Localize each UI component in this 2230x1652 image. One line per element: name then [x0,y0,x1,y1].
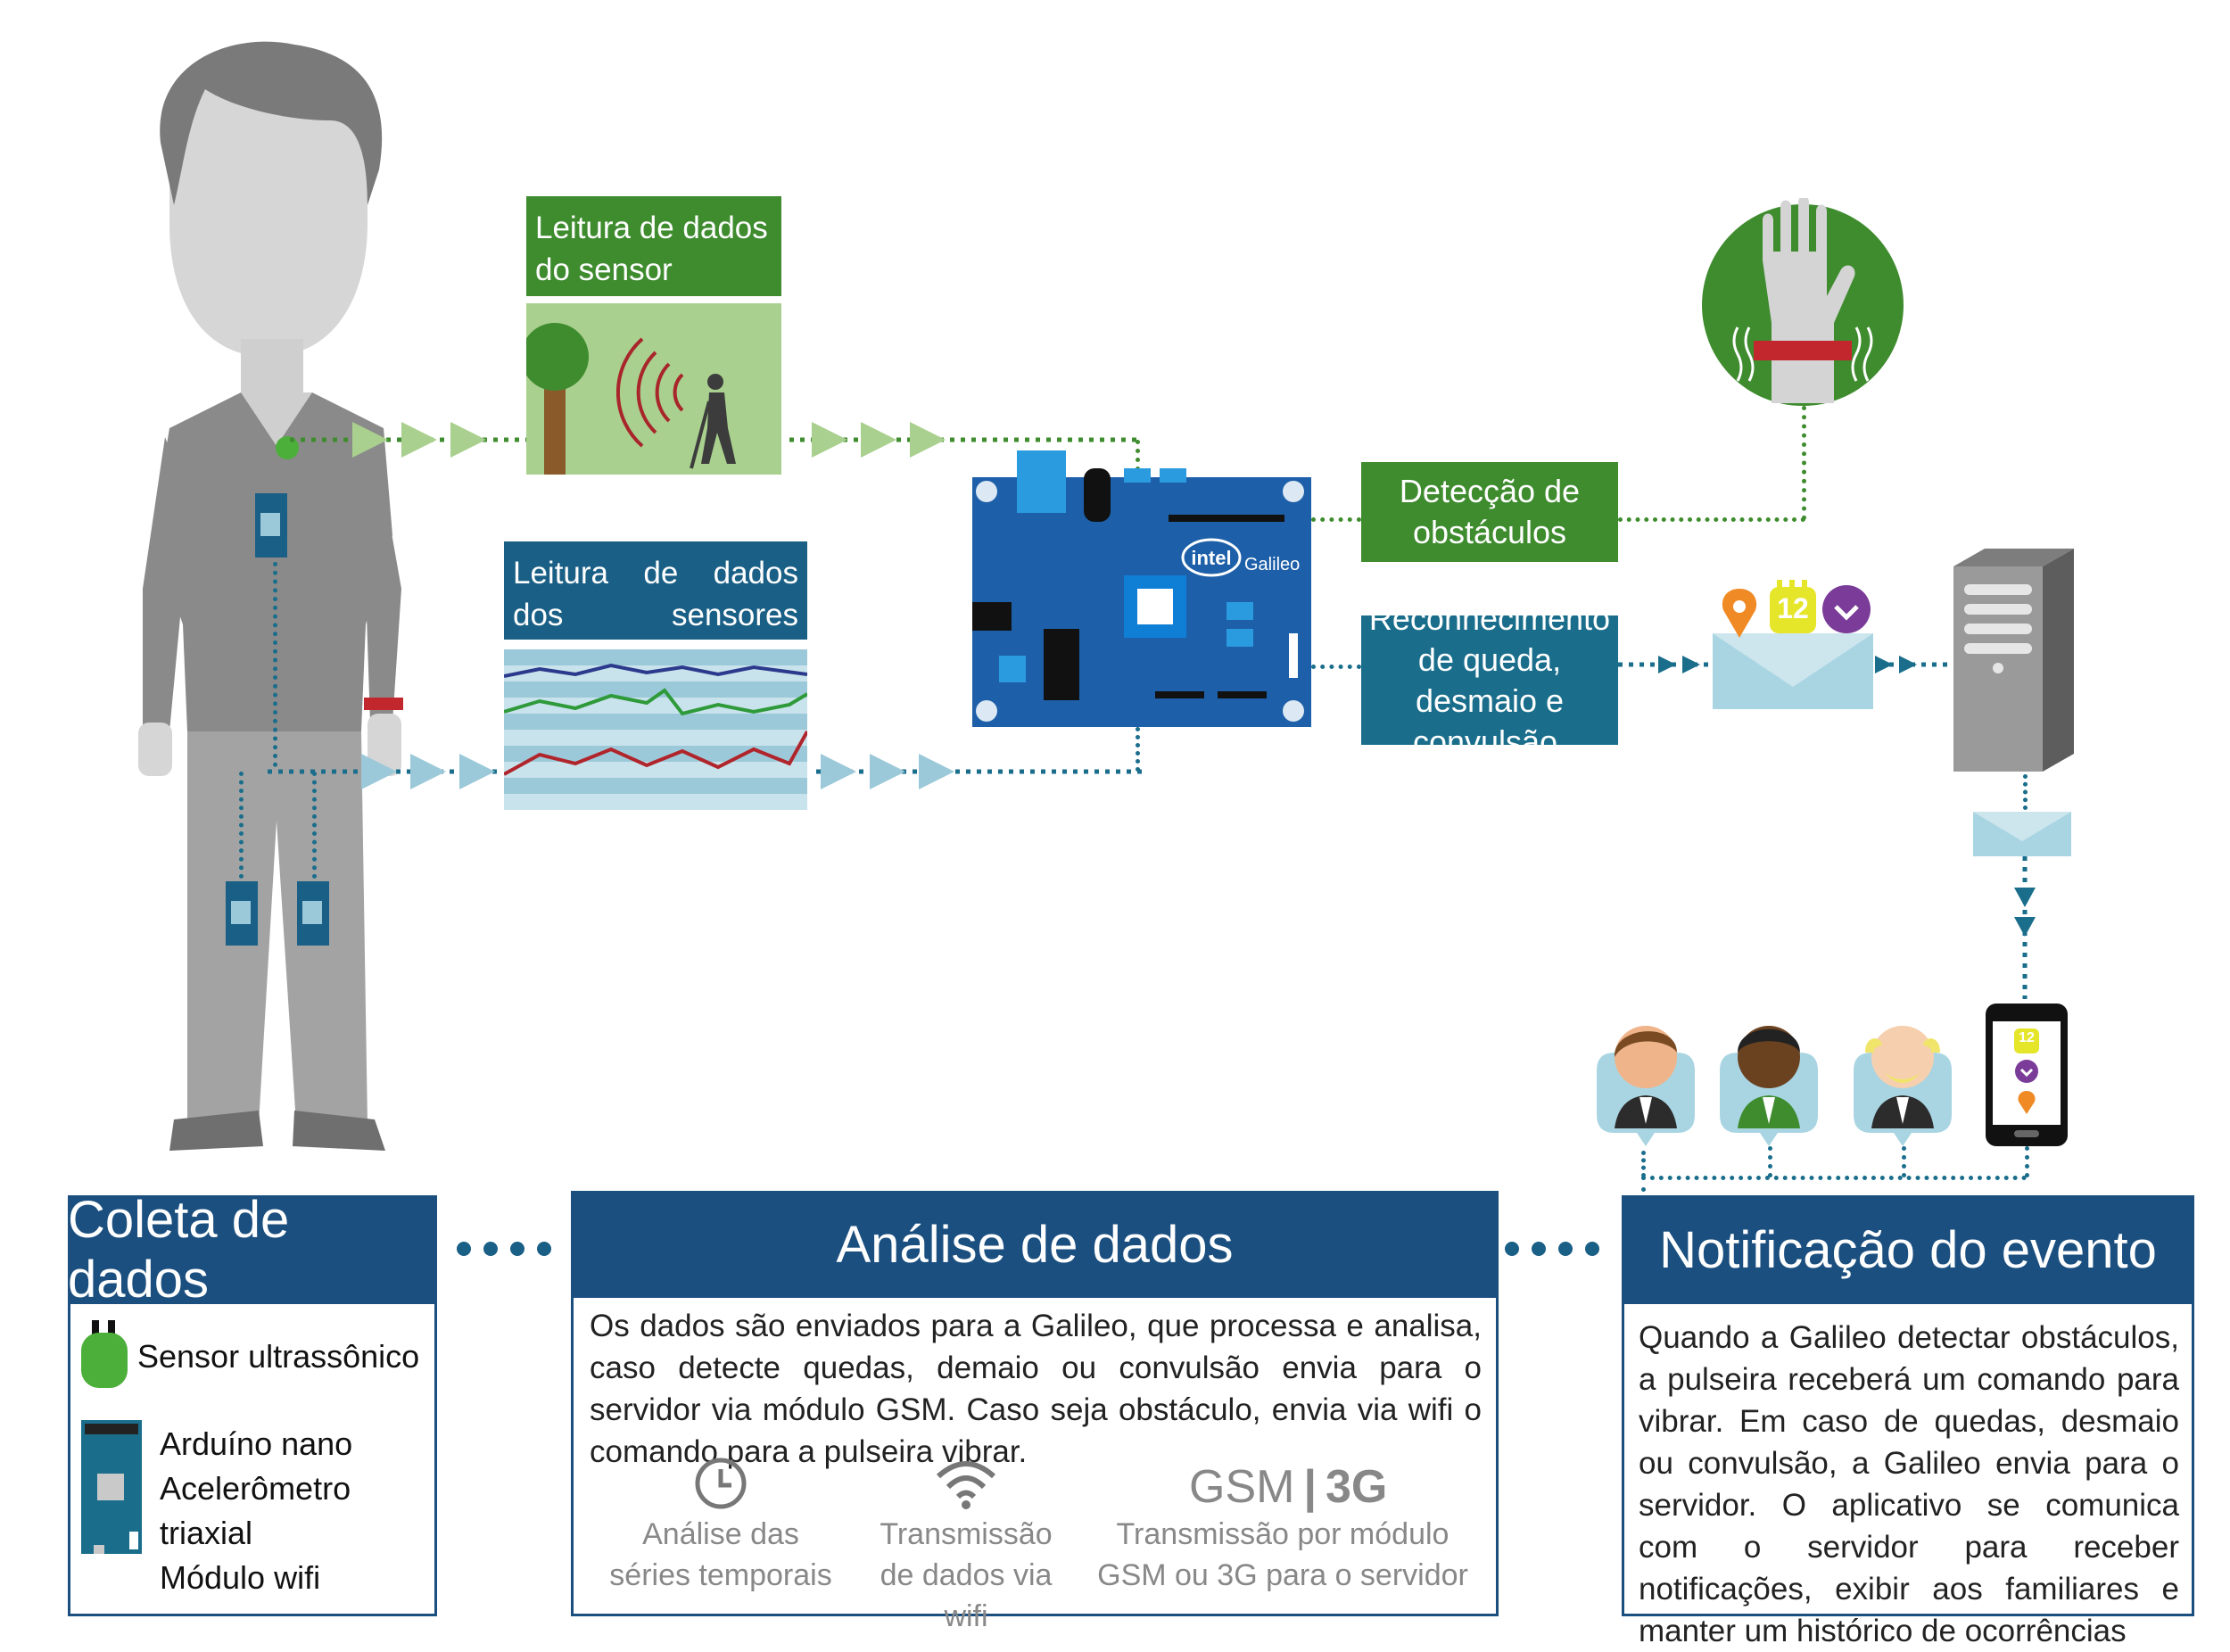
fall-to-envelope-arrows [1618,656,1966,673]
notificacao-panel-body: Quando a Galileo detectar obstáculos, a … [1622,1304,2194,1648]
link-obstacle-wristband [1618,517,1805,522]
board-line-3: Módulo wifi [160,1559,321,1596]
smartphone-icon [1986,1004,2068,1146]
analise-title: Análise de dados [571,1191,1499,1298]
vibrating-wristband-icon [1702,198,1904,406]
sensor-label: Sensor ultrassônico [137,1338,420,1375]
feature-label-3: Transmissão por módulo GSM ou 3G para o … [1097,1517,1468,1592]
feature-label-2: Transmissão de dados via wifi [880,1517,1053,1633]
link-board-fall [1311,665,1361,669]
phone-calendar-number: 12 [2019,1030,2035,1045]
board-line-1: Arduíno nano [160,1425,353,1462]
link-left-leg [239,772,244,879]
wifi-icon [936,1461,996,1509]
ultrasonic-illustration [526,303,781,475]
board-brand-text: intel [1191,547,1231,569]
notification-envelope [1713,580,1873,709]
connector-dots-2 [1505,1242,1599,1256]
link-server-down [2023,774,2028,810]
gsm-badge: GSM [1189,1461,1295,1513]
analise-text: Os dados são enviados para a Galileo, qu… [590,1309,1482,1469]
server-envelope-icon [1973,812,2071,856]
server-icon [1953,549,2074,772]
clock-icon [695,1458,747,1509]
family-avatar-1 [1597,1026,1695,1146]
link-to-panel [1641,1176,1646,1192]
ultrasonic-flow-arrows [290,422,1142,458]
ultrasonic-read-label: Leitura de dados do sensor ultrassônico [526,196,781,329]
family-avatar-3 [1854,1026,1952,1146]
notificacao-text: Quando a Galileo detectar obstáculos, a … [1639,1320,2179,1648]
gsm-3g-icon: GSM | 3G [1189,1461,1388,1513]
link-phone-down [2025,1146,2029,1177]
link-avatar3 [1902,1146,1906,1177]
link-chest-board [273,562,277,767]
obstacle-detection-box: Detecção de obstáculos [1361,462,1618,562]
feature-label-1: Análise das séries temporais [609,1517,832,1592]
connector-dots-1 [457,1242,551,1256]
galileo-board: intel Galileo [972,450,1311,727]
server-to-phone-arrows [2014,856,2036,999]
coleta-panel-body: Sensor ultrassônico Arduíno nano Acelerô… [68,1304,437,1616]
link-right-leg [312,772,317,879]
analise-panel-body: Os dados são enviados para a Galileo, qu… [571,1298,1499,1633]
link-family-row [1641,1176,2027,1180]
ultrasonic-sensor-icon [81,1320,128,1388]
board-line-2: Acelerômetro triaxial [160,1470,351,1551]
family-avatar-2 [1720,1026,1818,1146]
accel-flow-arrows [268,754,1142,789]
coleta-title: Coleta de dados [68,1191,437,1309]
link-avatar1 [1641,1151,1646,1177]
arduino-nano-icon [81,1420,142,1554]
link-to-board-bottom [1136,727,1140,772]
link-avatar2 [1768,1146,1772,1177]
notificacao-title: Notificação do evento [1622,1195,2194,1304]
board-name-text: Galileo [1244,555,1300,574]
fall-recognition-box: Reconhecimento de queda, desmaio e convu… [1361,600,1618,760]
link-wristband-vertical [1802,406,1806,520]
person-figure [138,41,403,1151]
3g-badge: 3G [1326,1461,1388,1513]
accel-read-label: Leitura de dados dos sensores acelerômet… [504,541,807,674]
link-to-board-top [1136,440,1140,480]
link-board-obstacle [1311,517,1361,522]
calendar-number: 12 [1777,592,1809,624]
accel-chart-illustration [504,649,807,810]
